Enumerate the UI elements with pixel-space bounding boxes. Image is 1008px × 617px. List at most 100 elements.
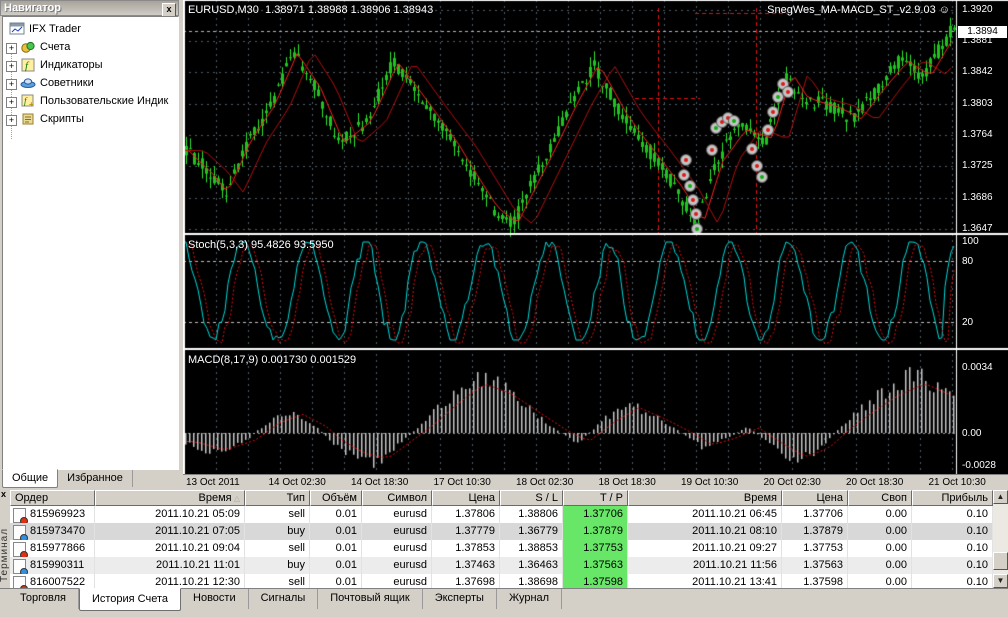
cell-type: buy	[245, 523, 310, 540]
column-header-type[interactable]: Тип	[245, 490, 310, 506]
price-tick: 1.3803	[962, 98, 993, 109]
expand-toggle-icon[interactable]: +	[6, 43, 17, 54]
cell-time: 2011.10.21 12:30	[95, 574, 245, 588]
expand-toggle-icon[interactable]: +	[6, 79, 17, 90]
terminal-tab-item[interactable]: Торговля	[8, 589, 79, 609]
navigator-item-label: Счета	[40, 41, 70, 53]
terminal-tab-item[interactable]: Эксперты	[423, 589, 497, 609]
terminal-tab-active[interactable]: История Счета	[79, 588, 181, 611]
history-row-816007522[interactable]: 8160075222011.10.21 12:30sell0.01eurusd1…	[10, 574, 993, 588]
cell-price: 1.37463	[432, 557, 500, 574]
terminal-side-strip: x Терминал	[0, 488, 10, 588]
terminal-tab-item[interactable]: Почтовый ящик	[318, 589, 422, 609]
history-row-815977866[interactable]: 8159778662011.10.21 09:04sell0.01eurusd1…	[10, 540, 993, 557]
navigator-close-icon[interactable]: x	[162, 3, 176, 17]
cell-swap: 0.00	[848, 523, 912, 540]
terminal-tab-item[interactable]: Журнал	[497, 589, 562, 609]
terminal-close-icon[interactable]: x	[1, 490, 6, 499]
time-axis-label: 14 Oct 02:30	[269, 477, 326, 488]
history-row-815990311[interactable]: 8159903112011.10.21 11:01buy0.01eurusd1.…	[10, 557, 993, 574]
scroll-down-icon[interactable]: ▼	[993, 574, 1008, 588]
expand-toggle-icon[interactable]: +	[6, 115, 17, 126]
navigator-tab-inactive[interactable]: Избранное	[58, 470, 133, 487]
cell-volume: 0.01	[310, 523, 362, 540]
scroll-up-icon[interactable]: ▲	[993, 490, 1008, 504]
cell-price2: 1.37706	[782, 506, 848, 523]
terminal-scrollbar[interactable]: ▲ ▼	[993, 490, 1008, 588]
cell-profit: 0.10	[912, 540, 993, 557]
navigator-title: Навигатор	[4, 2, 61, 14]
time-axis-label: 17 Oct 10:30	[434, 477, 491, 488]
history-row-815969923[interactable]: 8159699232011.10.21 05:09sell0.01eurusd1…	[10, 506, 993, 523]
column-header-sl[interactable]: S / L	[500, 490, 563, 506]
expand-toggle-icon[interactable]: +	[6, 97, 17, 108]
navigator-item-пользовательские-индик[interactable]: +f+Пользовательские Индик	[3, 93, 178, 111]
navigator-tree: IFX Trader+Счета+fИндикаторы+Советники+f…	[2, 16, 179, 470]
cell-volume: 0.01	[310, 574, 362, 588]
chart-window: EURUSD,M30 1.38971 1.38988 1.38906 1.389…	[183, 0, 1008, 489]
column-header-tp[interactable]: T / P	[563, 490, 628, 506]
chart-window-icon	[9, 21, 25, 37]
chart-ohlc: 1.38971 1.38988 1.38906 1.38943	[265, 4, 433, 16]
scrollbar-thumb[interactable]	[993, 552, 1008, 570]
cell-sl: 1.38853	[500, 540, 563, 557]
cell-sl: 1.36779	[500, 523, 563, 540]
navigator-item-label: Пользовательские Индик	[40, 95, 168, 107]
cell-profit: 0.10	[912, 523, 993, 540]
stoch-label: Stoch(5,3,3) 95.4826 93.5950	[188, 239, 334, 251]
column-header-price[interactable]: Цена	[432, 490, 500, 506]
mt4-window: Навигатор x IFX Trader + Счета +fИндикаторы…	[0, 0, 1008, 617]
expand-toggle-icon[interactable]: +	[6, 61, 17, 72]
time-axis-label: 20 Oct 18:30	[846, 477, 903, 488]
chart-canvas[interactable]	[183, 0, 1008, 474]
cell-tp: 1.37753	[563, 540, 628, 557]
navigator-item-счета[interactable]: + Счета	[3, 39, 178, 57]
column-header-symbol[interactable]: Символ	[362, 490, 432, 506]
cell-sl: 1.38698	[500, 574, 563, 588]
indicator-name: SnegWes_MA-MACD_ST_v2.9.03	[767, 4, 936, 16]
column-header-price2[interactable]: Цена	[782, 490, 848, 506]
cell-swap: 0.00	[848, 574, 912, 588]
navigator-tabs: ОбщиеИзбранное	[2, 470, 133, 487]
cell-sl: 1.38806	[500, 506, 563, 523]
time-axis-label: 18 Oct 18:30	[599, 477, 656, 488]
navigator-item-советники[interactable]: +Советники	[3, 75, 178, 93]
navigator-item-индикаторы[interactable]: +fИндикаторы	[3, 57, 178, 75]
cell-type: sell	[245, 540, 310, 557]
column-header-time[interactable]: Время △	[95, 490, 245, 506]
navigator-item-скрипты[interactable]: +Скрипты	[3, 111, 178, 129]
sell-order-icon	[13, 542, 26, 557]
navigator-panel: Навигатор x IFX Trader + Счета +fИндикаторы…	[0, 0, 179, 489]
cell-type: sell	[245, 574, 310, 588]
price-tick: 1.3647	[962, 223, 993, 234]
navigator-item-ifx-trader[interactable]: IFX Trader	[3, 21, 178, 39]
cell-type: buy	[245, 557, 310, 574]
cell-swap: 0.00	[848, 506, 912, 523]
cell-order: 816007522	[10, 574, 95, 588]
navigator-item-label: Индикаторы	[40, 59, 103, 71]
price-tick: 1.3842	[962, 66, 993, 77]
cell-swap: 0.00	[848, 557, 912, 574]
svg-text:+: +	[29, 100, 34, 109]
history-row-815973470[interactable]: 8159734702011.10.21 07:05buy0.01eurusd1.…	[10, 523, 993, 540]
script-icon	[20, 111, 36, 127]
terminal-panel: x Терминал ОрдерВремя △ТипОбъёмСимволЦен…	[0, 488, 1008, 617]
terminal-tab-item[interactable]: Сигналы	[249, 589, 319, 609]
history-table-body: 8159699232011.10.21 05:09sell0.01eurusd1…	[10, 506, 993, 588]
cell-price2: 1.37563	[782, 557, 848, 574]
smiley-icon: ☺	[939, 4, 950, 16]
column-header-volume[interactable]: Объём	[310, 490, 362, 506]
chart-indicator-label: SnegWes_MA-MACD_ST_v2.9.03 ☺	[767, 4, 950, 16]
cell-price: 1.37806	[432, 506, 500, 523]
cell-order: 815973470	[10, 523, 95, 540]
terminal-tab-item[interactable]: Новости	[181, 589, 249, 609]
expert-advisor-icon	[20, 75, 36, 91]
column-header-order[interactable]: Ордер	[10, 490, 95, 506]
column-header-profit[interactable]: Прибыль	[912, 490, 993, 506]
column-header-swap[interactable]: Своп	[848, 490, 912, 506]
chart-symbol-label: EURUSD,M30 1.38971 1.38988 1.38906 1.389…	[188, 4, 433, 16]
stoch-tick: 80	[962, 256, 973, 267]
cell-price: 1.37698	[432, 574, 500, 588]
navigator-tab-active[interactable]: Общие	[2, 469, 58, 488]
column-header-time2[interactable]: Время	[628, 490, 782, 506]
